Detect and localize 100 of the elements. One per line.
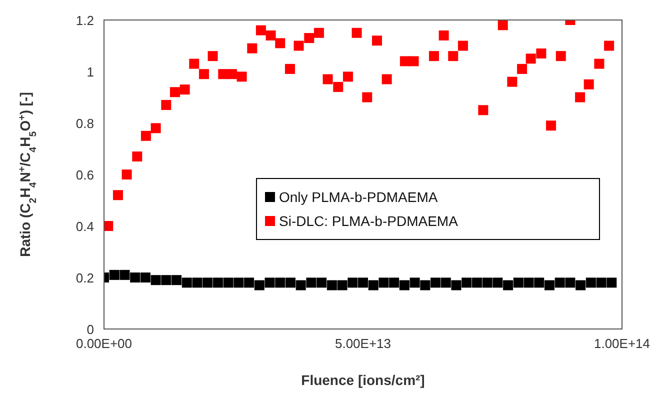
point [586, 278, 596, 288]
point [362, 92, 372, 102]
point [378, 278, 389, 288]
point [342, 72, 353, 82]
point [492, 278, 503, 288]
point [112, 190, 123, 200]
point [130, 272, 140, 282]
point [192, 278, 202, 288]
point [458, 40, 468, 51]
point [294, 40, 304, 51]
y-tick-label: 0.4 [76, 219, 94, 234]
point [264, 278, 275, 288]
point [182, 278, 192, 288]
point [226, 69, 237, 80]
point [536, 48, 546, 58]
point [109, 270, 120, 280]
point [140, 130, 151, 141]
point [358, 278, 368, 288]
y-tick-label: 0.2 [76, 270, 94, 286]
point [198, 69, 209, 80]
point [368, 280, 378, 290]
point [285, 278, 296, 288]
point [584, 79, 594, 90]
point [534, 278, 544, 288]
y-tick-label: 1 [86, 64, 94, 80]
point [440, 278, 451, 288]
point [333, 82, 344, 92]
point [296, 280, 306, 290]
point [284, 64, 295, 74]
point [122, 170, 132, 180]
point [462, 278, 472, 288]
y-tick-label: 0.6 [76, 168, 94, 182]
x-tick-label: 0.00E+00 [76, 336, 132, 352]
point [513, 278, 524, 288]
point [256, 25, 266, 36]
point [575, 92, 586, 102]
point [382, 74, 392, 84]
point [275, 278, 286, 288]
point [451, 280, 462, 290]
point [161, 100, 172, 110]
x-tick-label: 1.00E+14 [594, 336, 650, 352]
point [202, 278, 213, 288]
point [606, 278, 617, 288]
point [438, 30, 449, 40]
point [389, 278, 400, 288]
point [180, 84, 190, 95]
y-tick-label: 1.2 [76, 13, 94, 28]
point [304, 33, 314, 44]
point [482, 278, 492, 288]
point [420, 280, 430, 290]
point [498, 20, 508, 30]
point [430, 278, 441, 288]
point [594, 58, 604, 69]
x-tick-label: 5.00E+13 [334, 336, 392, 352]
point [576, 280, 586, 290]
point [507, 76, 518, 87]
point [399, 280, 410, 290]
point [316, 278, 327, 288]
point [554, 278, 565, 288]
point [223, 278, 234, 288]
point [326, 280, 337, 290]
point [337, 280, 348, 290]
point [428, 51, 439, 62]
point [254, 280, 264, 290]
point [526, 54, 536, 64]
point [247, 43, 258, 54]
point [208, 51, 218, 62]
point [517, 64, 528, 74]
point [410, 278, 420, 288]
point [472, 278, 482, 288]
legend-label: Only PLMA-b-PDMAEMA [278, 188, 439, 207]
y-tick-label: 0.8 [76, 116, 94, 131]
point [322, 74, 333, 84]
point [150, 275, 161, 286]
point [408, 56, 419, 66]
point [140, 272, 150, 282]
point [352, 28, 362, 38]
point [266, 30, 276, 40]
point [546, 120, 556, 131]
x-axis-title: Fluence [ions/cm²] [301, 372, 425, 388]
point [544, 280, 554, 290]
point [448, 51, 458, 62]
point [120, 270, 130, 280]
point [150, 123, 161, 134]
point [212, 278, 223, 288]
point [400, 56, 410, 66]
point [275, 38, 286, 48]
point [565, 278, 576, 288]
point [104, 221, 114, 231]
point [478, 105, 488, 116]
point [604, 40, 614, 51]
point [372, 36, 382, 46]
y-tick-label: 0 [86, 322, 94, 337]
point [236, 72, 247, 82]
point [172, 275, 182, 286]
point [556, 51, 566, 62]
legend-label: Si-DLC: PLMA-b-PDMAEMA [278, 212, 459, 231]
point [306, 278, 316, 288]
point [524, 278, 534, 288]
point [503, 280, 514, 290]
